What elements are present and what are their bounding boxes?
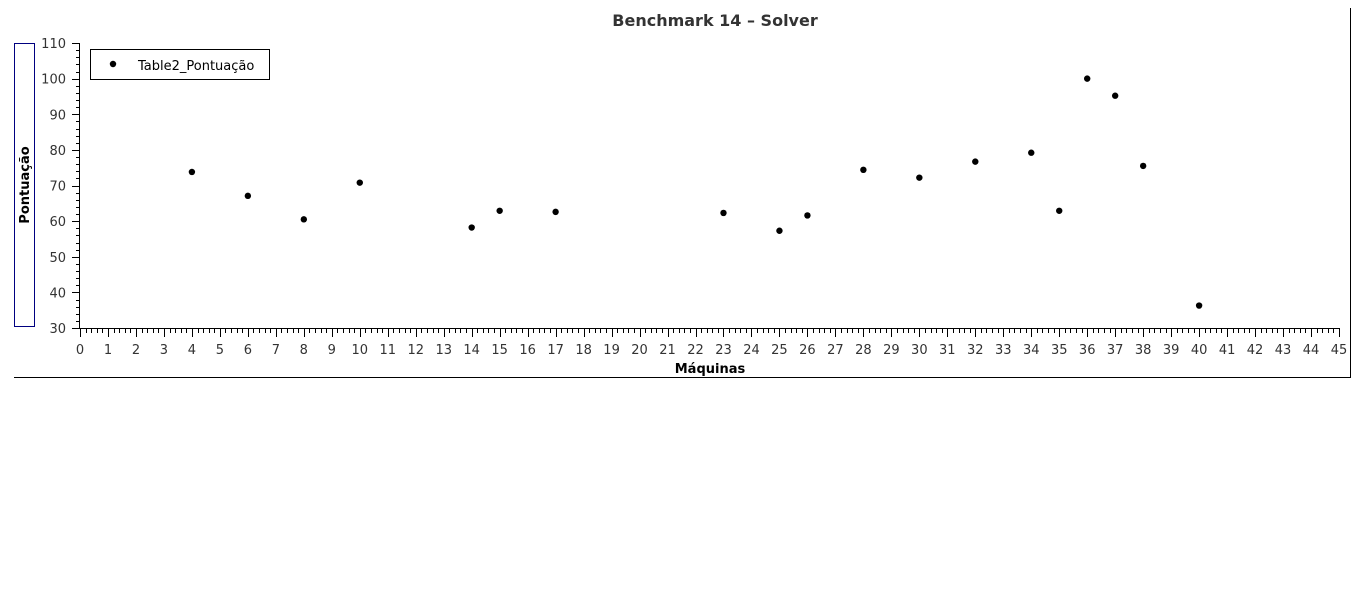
data-point — [1195, 302, 1203, 309]
x-tick-label: 32 — [967, 343, 984, 358]
legend-marker — [109, 60, 117, 68]
x-tick-label: 36 — [1079, 343, 1096, 358]
x-tick-label: 12 — [407, 343, 424, 358]
x-axis: 0 1 2 3 4 5 6 7 8 9 10 11 12 13 14 15 16 17 18 19 20 21 22 23 24… — [76, 328, 1347, 358]
data-point — [1056, 207, 1063, 214]
x-tick-label: 37 — [1107, 343, 1124, 358]
x-tick-label: 23 — [715, 343, 732, 358]
x-tick-label: 31 — [939, 343, 956, 358]
y-axis-label: Pontuação — [18, 146, 33, 223]
x-tick-label: 1 — [104, 343, 112, 358]
y-tick-label: 90 — [49, 108, 66, 123]
legend-box — [90, 49, 270, 80]
data-point — [468, 224, 475, 231]
y-tick-label: 40 — [49, 286, 66, 301]
x-tick-label: 9 — [328, 343, 336, 358]
y-tick-label: 50 — [49, 251, 66, 266]
x-tick-label: 30 — [911, 343, 928, 358]
x-tick-label: 28 — [855, 343, 872, 358]
x-tick-label: 17 — [547, 343, 564, 358]
x-tick-label: 35 — [1051, 343, 1068, 358]
x-tick-label: 20 — [631, 343, 648, 358]
x-tick-label: 14 — [463, 343, 480, 358]
y-tick-label: 100 — [41, 73, 66, 88]
data-point — [1084, 75, 1091, 82]
data-point — [496, 207, 503, 214]
x-tick-label: 2 — [132, 343, 140, 358]
x-tick-label: 16 — [519, 343, 536, 358]
data-points — [188, 75, 1203, 309]
x-tick-label: 19 — [603, 343, 620, 358]
x-tick-label: 7 — [272, 343, 280, 358]
data-point — [1111, 92, 1119, 99]
y-tick-label: 80 — [49, 144, 66, 159]
data-point — [552, 208, 559, 216]
x-tick-label: 0 — [76, 343, 84, 358]
y-axis: 30 40 50 60 70 80 90 100 110 — [41, 37, 80, 337]
x-tick-label: 33 — [995, 343, 1012, 358]
y-tick-label: 60 — [49, 215, 66, 230]
y-axis-label-box — [14, 43, 35, 327]
data-point — [916, 174, 923, 181]
data-point — [300, 216, 308, 223]
x-tick-label: 10 — [352, 343, 369, 358]
x-tick-label: 25 — [771, 343, 788, 358]
x-tick-label: 21 — [659, 343, 676, 358]
x-tick-label: 42 — [1247, 343, 1264, 358]
x-tick-label: 43 — [1275, 343, 1292, 358]
chart-title: Benchmark 14 – Solver — [612, 11, 818, 30]
x-tick-label: 3 — [160, 343, 168, 358]
data-point — [972, 158, 979, 165]
x-tick-label: 34 — [1023, 343, 1040, 358]
x-tick-label: 39 — [1163, 343, 1180, 358]
data-point — [1028, 149, 1035, 156]
x-tick-label: 4 — [188, 343, 196, 358]
data-point — [720, 209, 727, 217]
legend: Table2_Pontuação — [90, 49, 270, 80]
x-tick-label: 11 — [379, 343, 396, 358]
x-tick-label: 13 — [435, 343, 452, 358]
x-tick-label: 44 — [1303, 343, 1320, 358]
x-tick-label: 18 — [575, 343, 592, 358]
data-point — [244, 192, 252, 200]
data-point — [804, 212, 811, 219]
x-tick-label: 24 — [743, 343, 760, 358]
data-point — [776, 227, 783, 234]
x-tick-label: 5 — [216, 343, 224, 358]
x-tick-label: 27 — [827, 343, 844, 358]
x-axis-label: Máquinas — [675, 362, 746, 377]
x-tick-label: 6 — [244, 343, 252, 358]
y-tick-label: 30 — [49, 322, 66, 337]
x-tick-label: 29 — [883, 343, 900, 358]
y-tick-label: 70 — [49, 180, 66, 195]
data-point — [356, 179, 363, 186]
x-tick-label: 38 — [1135, 343, 1152, 358]
x-tick-label: 8 — [300, 343, 308, 358]
x-tick-label: 45 — [1331, 343, 1348, 358]
x-tick-label: 22 — [687, 343, 704, 358]
x-tick-label: 15 — [491, 343, 508, 358]
data-point — [188, 168, 196, 176]
data-point — [1139, 162, 1147, 170]
x-tick-label: 40 — [1191, 343, 1208, 358]
y-tick-label: 110 — [41, 37, 66, 52]
x-tick-label: 26 — [799, 343, 816, 358]
data-point — [860, 166, 867, 174]
x-tick-label: 41 — [1219, 343, 1236, 358]
legend-label: Table2_Pontuação — [137, 59, 254, 74]
